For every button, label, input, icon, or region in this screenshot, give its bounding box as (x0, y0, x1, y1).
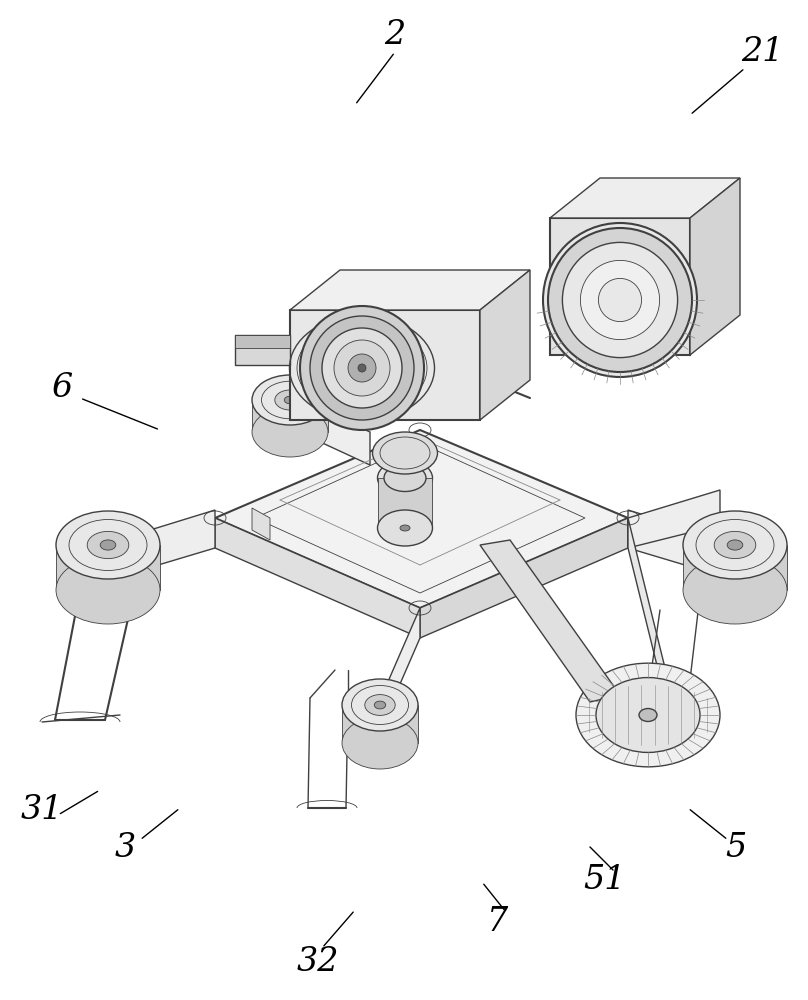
Polygon shape (628, 510, 735, 580)
Ellipse shape (683, 511, 787, 579)
Ellipse shape (364, 695, 395, 715)
Text: 6: 6 (52, 372, 73, 404)
Polygon shape (380, 608, 420, 730)
Ellipse shape (596, 678, 700, 752)
Polygon shape (215, 518, 420, 638)
Ellipse shape (56, 511, 160, 579)
Ellipse shape (639, 709, 657, 721)
Polygon shape (628, 518, 668, 710)
Ellipse shape (284, 396, 296, 404)
Ellipse shape (252, 407, 328, 457)
Ellipse shape (548, 228, 692, 372)
Ellipse shape (683, 556, 787, 624)
Ellipse shape (714, 531, 755, 559)
Polygon shape (480, 540, 620, 702)
Text: 51: 51 (583, 864, 626, 896)
Text: 5: 5 (726, 832, 747, 864)
Polygon shape (342, 705, 418, 743)
Ellipse shape (377, 460, 432, 496)
Text: 3: 3 (115, 832, 136, 864)
Polygon shape (683, 545, 787, 590)
Text: 21: 21 (741, 36, 783, 68)
Ellipse shape (342, 679, 418, 731)
Ellipse shape (56, 556, 160, 624)
Ellipse shape (384, 464, 426, 491)
Polygon shape (235, 335, 290, 365)
Ellipse shape (576, 663, 720, 767)
Ellipse shape (87, 531, 128, 559)
Polygon shape (290, 310, 480, 420)
Ellipse shape (348, 354, 376, 382)
Polygon shape (235, 335, 290, 348)
Polygon shape (252, 400, 328, 432)
Ellipse shape (562, 242, 678, 358)
Polygon shape (550, 178, 740, 218)
Ellipse shape (374, 701, 385, 709)
Ellipse shape (252, 375, 328, 425)
Ellipse shape (358, 364, 366, 372)
Polygon shape (480, 270, 530, 420)
Polygon shape (56, 545, 160, 590)
Polygon shape (290, 395, 370, 465)
Text: 32: 32 (297, 946, 339, 978)
Ellipse shape (372, 432, 437, 474)
Text: 2: 2 (385, 19, 406, 51)
Polygon shape (378, 478, 432, 528)
Ellipse shape (377, 510, 432, 546)
Polygon shape (628, 490, 720, 548)
Ellipse shape (275, 390, 305, 410)
Ellipse shape (300, 306, 424, 430)
Ellipse shape (100, 540, 116, 550)
Ellipse shape (727, 540, 743, 550)
Ellipse shape (342, 717, 418, 769)
Ellipse shape (400, 525, 410, 531)
Polygon shape (420, 518, 628, 638)
Ellipse shape (334, 340, 390, 396)
Polygon shape (550, 218, 690, 355)
Ellipse shape (543, 223, 697, 377)
Ellipse shape (580, 260, 659, 340)
Ellipse shape (599, 278, 642, 322)
Polygon shape (290, 270, 530, 310)
Polygon shape (690, 178, 740, 355)
Ellipse shape (310, 316, 414, 420)
Text: 31: 31 (21, 794, 63, 826)
Polygon shape (215, 430, 628, 608)
Polygon shape (252, 508, 270, 540)
Ellipse shape (322, 328, 402, 408)
Polygon shape (108, 510, 215, 580)
Text: 7: 7 (487, 906, 508, 938)
